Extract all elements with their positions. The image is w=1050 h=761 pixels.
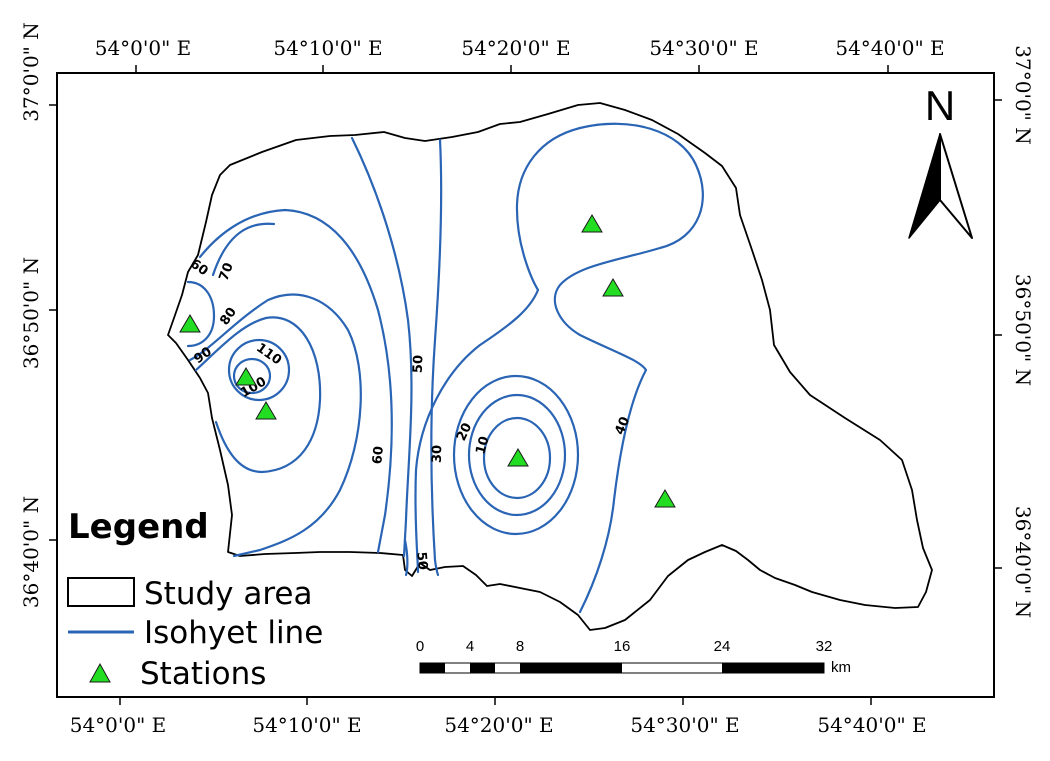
isohyet-line: [430, 138, 443, 577]
scale-tick-label: 16: [614, 638, 631, 655]
legend: Legend Study area Isohyet line Stations: [67, 507, 323, 692]
legend-item-study-area: Study area: [144, 576, 313, 612]
scale-bar: 0 4 8 16 24 32 km: [416, 638, 851, 676]
top-lon-label-5: 54°40'0" E: [835, 36, 944, 60]
isohyet-label: 60: [370, 446, 387, 465]
isohyet-lines: [186, 122, 704, 614]
isohyet-label: 10: [473, 435, 492, 456]
scale-tick-label: 4: [466, 638, 474, 655]
isohyet-line: [452, 374, 580, 536]
isohyet-label: 70: [217, 261, 237, 283]
bottom-lon-label-2: 54°10'0" E: [252, 713, 361, 737]
right-lat-label-2: 36°50'0" N: [1011, 274, 1035, 386]
north-arrow-icon: [908, 133, 941, 239]
map-frame: [56, 72, 995, 698]
isohyet-line: [186, 280, 216, 348]
legend-item-stations: Stations: [140, 656, 266, 692]
top-lon-label-1: 54°0'0" E: [95, 36, 192, 60]
right-lat-label-1: 37°0'0" N: [1011, 45, 1035, 144]
north-arrow: N: [908, 82, 973, 239]
isohyet-label: 30: [430, 445, 446, 464]
scale-segment: [722, 663, 824, 673]
bottom-lon-label-1: 54°0'0" E: [70, 713, 167, 737]
station-marker: [602, 278, 624, 297]
isohyet-label: 40: [612, 415, 633, 437]
top-lon-label-2: 54°10'0" E: [273, 36, 382, 60]
isohyet-label: 50: [413, 551, 430, 570]
right-lat-label-3: 36°40'0" N: [1011, 506, 1035, 618]
isohyet-label: 20: [454, 421, 475, 444]
scale-tick-label: 0: [416, 638, 424, 655]
top-lon-label-3: 54°20'0" E: [461, 36, 570, 60]
isohyet-line: [403, 538, 409, 577]
station-swatch-icon: [89, 662, 111, 683]
north-arrow-icon-right: [939, 133, 973, 239]
isohyet-line: [232, 357, 272, 395]
isohyet-line: [198, 208, 393, 554]
isohyet-line: [188, 293, 362, 558]
station-marker: [654, 489, 676, 508]
left-lat-label-1: 37°0'0" N: [19, 22, 43, 121]
isohyet-line: [414, 122, 704, 614]
legend-item-isohyet-line: Isohyet line: [144, 615, 323, 651]
left-lat-label-2: 36°50'0" N: [19, 257, 43, 369]
legend-title: Legend: [68, 507, 209, 547]
top-lon-label-4: 54°30'0" E: [649, 36, 758, 60]
station-marker: [507, 448, 529, 467]
isohyet-line: [194, 316, 322, 474]
station-marker: [235, 367, 257, 386]
bottom-lon-label-5: 54°40'0" E: [817, 713, 926, 737]
isohyet-line: [482, 416, 552, 500]
station-marker: [179, 314, 201, 333]
study-area-swatch: [67, 577, 135, 607]
scale-segment: [520, 663, 622, 673]
bottom-lon-label-3: 54°20'0" E: [444, 713, 553, 737]
scale-segment: [420, 663, 445, 673]
scale-segment: [470, 663, 495, 673]
stations: [179, 214, 676, 508]
isohyet-label: 50: [411, 355, 427, 374]
isohyet-line: [227, 338, 291, 402]
north-label: N: [925, 82, 955, 129]
station-marker: [581, 214, 603, 233]
isohyet-line: [211, 222, 276, 277]
scale-tick-label: 24: [714, 638, 731, 655]
scale-unit-label: km: [831, 659, 851, 676]
isohyet-line: [467, 393, 567, 517]
bottom-lon-label-4: 54°30'0" E: [630, 713, 739, 737]
station-marker: [255, 401, 277, 420]
scale-tick-label: 32: [816, 638, 833, 655]
isohyet-line: [350, 136, 413, 558]
scale-tick-label: 8: [516, 638, 524, 655]
left-lat-label-3: 36°40'0" N: [19, 496, 43, 608]
frame-ticks: [49, 65, 1002, 705]
study-area-boundary: [167, 102, 933, 631]
